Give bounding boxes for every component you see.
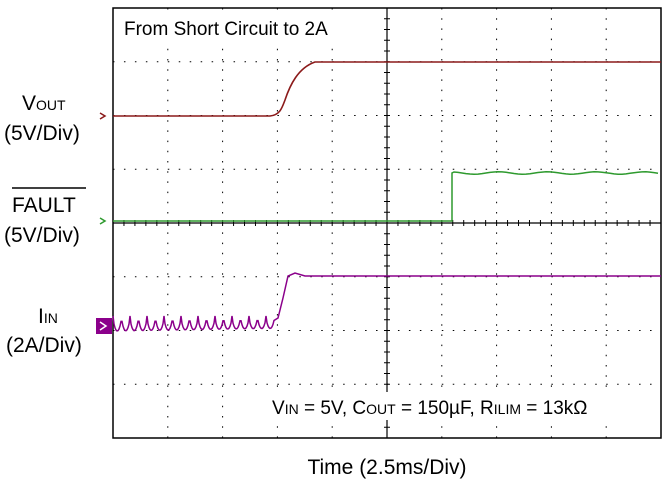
channel-scale: (5V/Div)	[4, 122, 80, 145]
title: From Short Circuit to 2A	[124, 19, 328, 40]
conditions: VIN = 5V, COUT = 150µF, RILIM = 13kΩ	[272, 398, 588, 419]
title-box	[118, 13, 374, 43]
ch2-marker	[99, 217, 107, 225]
trace-fault	[113, 171, 659, 222]
channel-label: FAULT	[12, 194, 76, 217]
traces	[112, 61, 661, 332]
ch3-marker	[96, 318, 112, 334]
ch3-marker-arrow	[99, 321, 108, 331]
channel-label: IIN	[38, 305, 58, 328]
channel-scale: (2A/Div)	[6, 334, 82, 357]
channel-label: VOUT	[22, 92, 66, 115]
channel-scale: (5V/Div)	[4, 224, 80, 247]
conditions-box	[266, 392, 656, 420]
trace-vout	[113, 61, 661, 117]
trace-iin	[112, 272, 661, 332]
ch1-marker	[99, 112, 107, 120]
x-axis-label: Time (2.5ms/Div)	[307, 456, 466, 479]
